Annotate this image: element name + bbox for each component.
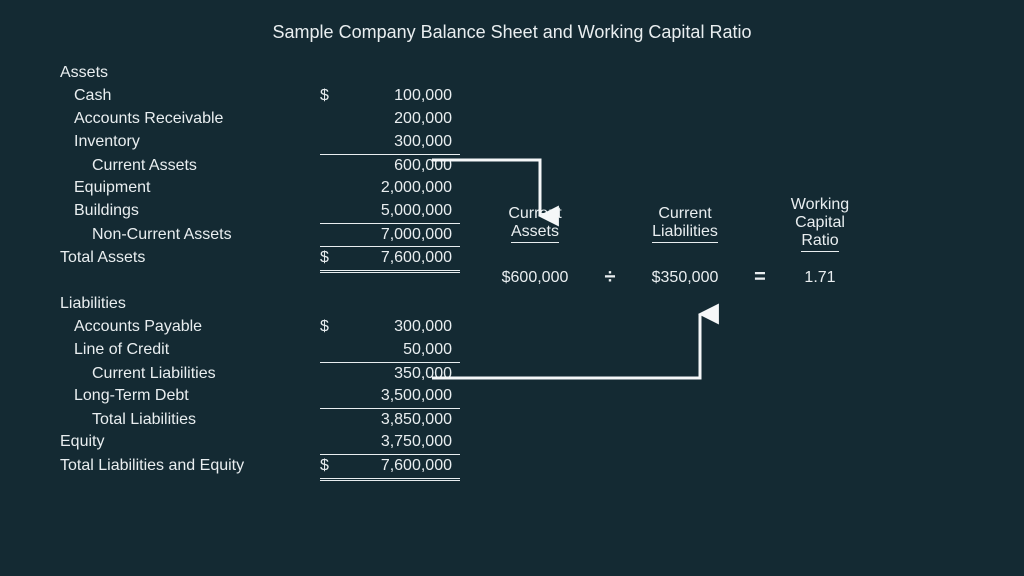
liabilities-value: 50,000 xyxy=(336,339,460,361)
assets-value: 200,000 xyxy=(336,108,460,130)
assets-label: Total Assets xyxy=(60,247,320,269)
assets-value: 7,600,000 xyxy=(336,247,460,269)
ratio-value-ca: $600,000 xyxy=(475,269,595,287)
assets-row: Equipment 2,000,000 xyxy=(60,177,460,200)
liabilities-value: 300,000 xyxy=(336,316,460,338)
assets-value-cell: 2,000,000 xyxy=(320,177,460,199)
assets-value: 7,000,000 xyxy=(336,224,460,246)
assets-row: Inventory 300,000 xyxy=(60,131,460,154)
liabilities-label: Equity xyxy=(60,431,320,453)
liabilities-row: Line of Credit 50,000 xyxy=(60,339,460,362)
liabilities-heading: Liabilities xyxy=(60,293,460,315)
assets-label: Non-Current Assets xyxy=(60,224,320,246)
equals-operator: = xyxy=(745,266,775,289)
liabilities-label: Total Liabilities xyxy=(60,409,320,431)
text: Current xyxy=(625,205,745,223)
currency-symbol: $ xyxy=(320,85,336,107)
assets-row: Accounts Receivable 200,000 xyxy=(60,108,460,131)
balance-sheet: Assets Cash$100,000Accounts Receivable20… xyxy=(60,62,460,477)
assets-value-cell: 5,000,000 xyxy=(320,200,460,222)
liabilities-label: Line of Credit xyxy=(60,339,320,361)
liabilities-value: 3,850,000 xyxy=(336,409,460,431)
ratio-panel: Current Assets Current Liabilities Worki… xyxy=(475,196,975,289)
liabilities-label: Current Liabilities xyxy=(60,363,320,385)
assets-label: Inventory xyxy=(60,131,320,153)
assets-label: Buildings xyxy=(60,200,320,222)
assets-label: Accounts Receivable xyxy=(60,108,320,130)
liabilities-value-cell: 3,850,000 xyxy=(320,408,460,431)
assets-label: Equipment xyxy=(60,177,320,199)
assets-row: Buildings 5,000,000 xyxy=(60,200,460,223)
assets-label: Cash xyxy=(60,85,320,107)
liabilities-value: 7,600,000 xyxy=(336,455,460,477)
arrow-current-liabilities xyxy=(432,314,700,378)
currency-symbol: $ xyxy=(320,455,336,477)
assets-row: Total Assets$7,600,000 xyxy=(60,246,460,269)
assets-value-cell: $100,000 xyxy=(320,85,460,107)
assets-value-cell: 200,000 xyxy=(320,108,460,130)
ratio-header-cl: Current Liabilities xyxy=(625,205,745,243)
ratio-header-ca: Current Assets xyxy=(475,205,595,243)
liabilities-label: Accounts Payable xyxy=(60,316,320,338)
liabilities-value: 350,000 xyxy=(336,363,460,385)
assets-value-cell: 300,000 xyxy=(320,131,460,153)
assets-label: Current Assets xyxy=(60,155,320,177)
liabilities-value-cell: 3,750,000 xyxy=(320,431,460,453)
assets-heading: Assets xyxy=(60,62,460,84)
liabilities-value: 3,750,000 xyxy=(336,431,460,453)
text: Working xyxy=(775,196,865,214)
assets-value: 300,000 xyxy=(336,131,460,153)
liabilities-value-cell: $7,600,000 xyxy=(320,454,460,481)
assets-row: Cash$100,000 xyxy=(60,85,460,108)
assets-value-cell: 600,000 xyxy=(320,154,460,177)
liabilities-row: Accounts Payable$300,000 xyxy=(60,316,460,339)
page-title: Sample Company Balance Sheet and Working… xyxy=(0,22,1024,43)
liabilities-row: Equity 3,750,000 xyxy=(60,431,460,454)
text: Liabilities xyxy=(652,223,718,243)
text: Assets xyxy=(511,223,559,243)
liabilities-label: Total Liabilities and Equity xyxy=(60,455,320,477)
assets-row: Current Assets 600,000 xyxy=(60,154,460,177)
ratio-value-cl: $350,000 xyxy=(625,269,745,287)
currency-symbol: $ xyxy=(320,316,336,338)
liabilities-label: Long-Term Debt xyxy=(60,385,320,407)
liabilities-value-cell: 3,500,000 xyxy=(320,385,460,407)
liabilities-value-cell: 350,000 xyxy=(320,362,460,385)
text: Capital xyxy=(775,214,865,232)
text: Ratio xyxy=(801,232,838,252)
liabilities-value-cell: $300,000 xyxy=(320,316,460,338)
liabilities-row: Long-Term Debt 3,500,000 xyxy=(60,385,460,408)
liabilities-row: Current Liabilities 350,000 xyxy=(60,362,460,385)
liabilities-row: Total Liabilities and Equity$7,600,000 xyxy=(60,454,460,477)
currency-symbol: $ xyxy=(320,247,336,269)
assets-value: 100,000 xyxy=(336,85,460,107)
liabilities-row: Total Liabilities 3,850,000 xyxy=(60,408,460,431)
assets-value: 5,000,000 xyxy=(336,200,460,222)
assets-value: 600,000 xyxy=(336,155,460,177)
assets-value-cell: $7,600,000 xyxy=(320,246,460,273)
liabilities-value: 3,500,000 xyxy=(336,385,460,407)
assets-value: 2,000,000 xyxy=(336,177,460,199)
divide-operator: ÷ xyxy=(595,266,625,289)
ratio-value-result: 1.71 xyxy=(775,269,865,287)
assets-value-cell: 7,000,000 xyxy=(320,223,460,246)
liabilities-value-cell: 50,000 xyxy=(320,339,460,361)
text: Current xyxy=(475,205,595,223)
ratio-header-wr: Working Capital Ratio xyxy=(775,196,865,252)
assets-row: Non-Current Assets 7,000,000 xyxy=(60,223,460,246)
